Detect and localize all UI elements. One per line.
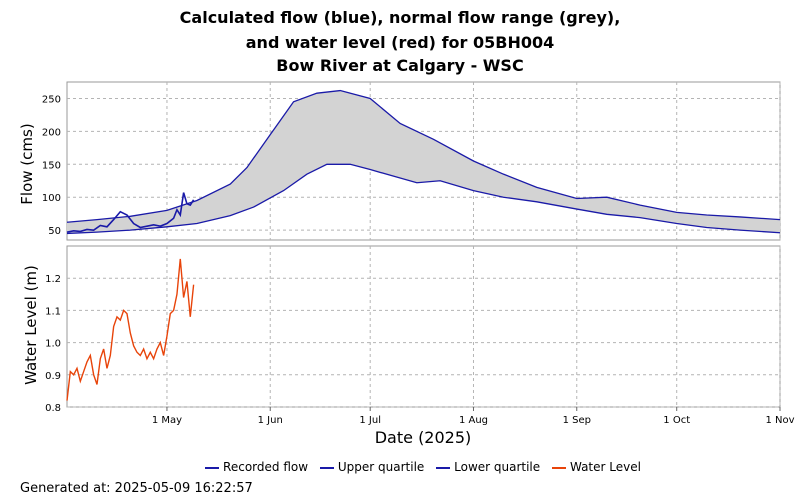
legend-label: Lower quartile: [454, 460, 541, 474]
x-tick-label: 1 Jul: [359, 415, 381, 426]
lower-quartile-line: [66, 163, 781, 235]
y-tick-label: 250: [42, 94, 61, 105]
x-tick-label: 1 Aug: [459, 415, 488, 426]
y-tick-label: 1.1: [45, 306, 61, 317]
x-axis-label: Date (2025): [374, 428, 472, 447]
legend-item-water-level: Water Level: [551, 460, 641, 474]
recorded-flow-line: [66, 192, 195, 233]
legend-item-lower-quartile: Lower quartile: [436, 460, 540, 474]
plot-area: [66, 245, 781, 408]
legend-swatch-upper-quartile: [319, 466, 334, 469]
y-tick-label: 0.9: [45, 371, 61, 382]
y-tick-label: 1.2: [45, 274, 61, 285]
legend-swatch-recorded-flow: [205, 466, 220, 469]
legend-label: Water Level: [569, 460, 641, 474]
x-tick-label: 1 May: [152, 415, 182, 426]
legend-item-recorded-flow: Recorded flow: [205, 460, 308, 474]
legend: Recorded flow Upper quartile Lower quart…: [0, 460, 800, 474]
y-tick-label: 200: [42, 127, 61, 138]
flow-panel: 50 100 150 200 250: [42, 81, 781, 241]
y-tick-label: 1.0: [45, 339, 61, 350]
chart-title-line-3: Bow River at Calgary - WSC: [276, 56, 524, 75]
legend-label: Upper quartile: [337, 460, 425, 474]
x-tick-label: 1 Oct: [663, 415, 690, 426]
y-tick-label: 150: [42, 160, 61, 171]
y-tick-label: 50: [48, 226, 61, 237]
legend-label: Recorded flow: [223, 460, 309, 474]
legend-item-upper-quartile: Upper quartile: [319, 460, 425, 474]
legend-swatch-water-level: [551, 466, 566, 469]
x-tick-label: 1 Sep: [563, 415, 591, 426]
flow-y-axis-label: Flow (cms): [18, 123, 36, 205]
chart-title-line-2: and water level (red) for 05BH004: [245, 33, 555, 52]
chart-title-line-1: Calculated flow (blue), normal flow rang…: [179, 8, 621, 27]
generated-timestamp: Generated at: 2025-05-09 16:22:57: [20, 481, 253, 496]
y-tick-label: 0.8: [45, 403, 61, 414]
legend-swatch-lower-quartile: [436, 466, 451, 469]
y-tick-label: 100: [42, 193, 61, 204]
water-level-line: [66, 258, 195, 401]
x-tick-label: 1 Jun: [258, 415, 283, 426]
water-level-panel: 0.8 0.9 1.0 1.1 1.2 1 May 1 Jun 1 Jul 1 Aug 1 Sep…: [45, 245, 795, 426]
water-level-y-axis-label: Water Level (m): [22, 265, 40, 385]
x-tick-label: 1 Nov: [765, 415, 794, 426]
